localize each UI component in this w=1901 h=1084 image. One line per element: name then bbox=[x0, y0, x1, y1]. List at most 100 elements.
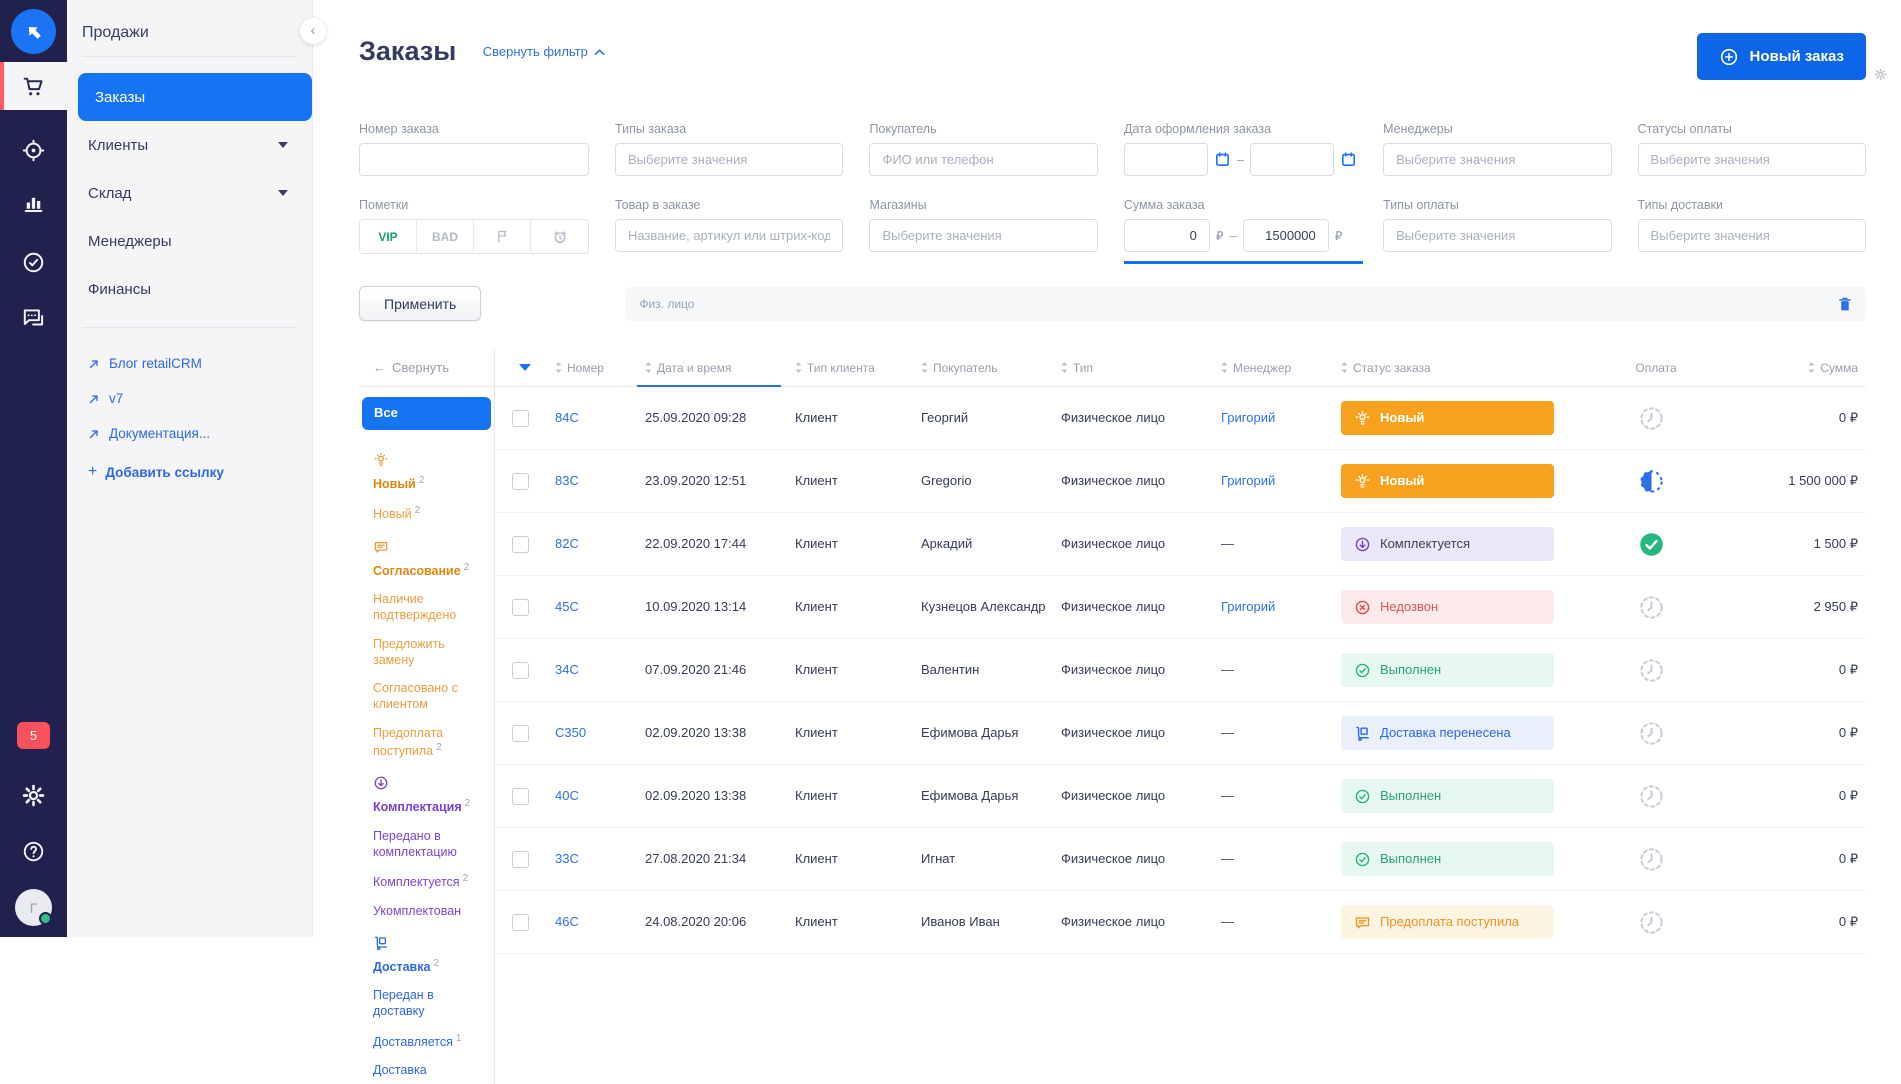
product-input[interactable] bbox=[615, 219, 844, 252]
active-filter-chip[interactable]: Физ. лицо bbox=[639, 296, 695, 311]
status-filter-item[interactable]: Комплектуется 2 bbox=[359, 866, 494, 896]
manager-name[interactable]: Григорий bbox=[1221, 472, 1276, 488]
sidebar-item-orders[interactable]: Заказы bbox=[78, 73, 312, 121]
col-header-status[interactable]: Статус заказа bbox=[1341, 349, 1593, 386]
row-checkbox[interactable] bbox=[511, 409, 529, 427]
date-from-input[interactable] bbox=[1123, 143, 1208, 176]
status-filter-item[interactable]: Новый 2 bbox=[359, 468, 494, 498]
user-avatar[interactable]: Г bbox=[15, 889, 52, 926]
payment-status-icon[interactable] bbox=[1638, 783, 1665, 810]
order-number-link[interactable]: 34C bbox=[555, 661, 579, 677]
mark-vip-button[interactable]: VIP bbox=[360, 220, 417, 253]
row-checkbox[interactable] bbox=[511, 535, 529, 553]
calendar-icon[interactable] bbox=[1214, 151, 1231, 168]
manager-name[interactable]: Григорий bbox=[1221, 409, 1276, 425]
order-types-select[interactable] bbox=[615, 143, 844, 176]
sidebar-link-v7[interactable]: v7 bbox=[67, 381, 312, 416]
status-filter-item[interactable]: Предложить замену bbox=[359, 630, 494, 675]
manager-name[interactable]: — bbox=[1221, 850, 1234, 866]
rail-item-tasks[interactable] bbox=[0, 238, 67, 286]
mark-flag-button[interactable] bbox=[474, 220, 531, 253]
circle-down-icon[interactable] bbox=[359, 765, 494, 791]
row-checkbox[interactable] bbox=[511, 472, 529, 490]
rail-item-chats[interactable] bbox=[0, 294, 67, 342]
payment-types-select[interactable] bbox=[1383, 219, 1612, 252]
sidebar-collapse-button[interactable]: ‹ bbox=[300, 18, 326, 44]
row-checkbox[interactable] bbox=[511, 850, 529, 868]
payment-status-icon[interactable] bbox=[1638, 468, 1665, 495]
row-checkbox[interactable] bbox=[511, 913, 529, 931]
payment-status-icon[interactable] bbox=[1638, 720, 1665, 747]
apply-filter-button[interactable]: Применить bbox=[359, 286, 482, 321]
col-header-type[interactable]: Тип bbox=[1061, 349, 1221, 386]
status-filter-item[interactable]: Комплектация 2 bbox=[359, 791, 494, 821]
rail-item-orders[interactable] bbox=[0, 62, 67, 110]
trash-icon[interactable] bbox=[1838, 296, 1852, 312]
new-order-button[interactable]: Новый заказ bbox=[1697, 33, 1866, 80]
sidebar-link-blog[interactable]: Блог retailCRM bbox=[67, 346, 312, 381]
order-number-link[interactable]: 82C bbox=[555, 535, 579, 551]
table-settings-gear-icon[interactable] bbox=[1874, 68, 1887, 81]
payment-statuses-select[interactable] bbox=[1637, 143, 1866, 176]
mark-alarm-button[interactable] bbox=[531, 220, 588, 253]
status-filter-item[interactable]: Передан в доставку bbox=[359, 981, 494, 1026]
status-badge[interactable]: Доставка перенесена bbox=[1341, 716, 1554, 750]
payment-status-icon[interactable] bbox=[1638, 846, 1665, 873]
collapse-filter-link[interactable]: Свернуть фильтр bbox=[483, 44, 605, 59]
payment-status-icon[interactable] bbox=[1638, 594, 1665, 621]
manager-name[interactable]: Григорий bbox=[1221, 598, 1276, 614]
status-filter-item[interactable]: Передано в комплектацию bbox=[359, 822, 494, 867]
status-badge[interactable]: Выполнен bbox=[1341, 842, 1554, 876]
sidebar-item-clients[interactable]: Клиенты bbox=[67, 121, 312, 169]
status-filter-item[interactable]: Доставляется 1 bbox=[359, 1026, 494, 1056]
row-checkbox[interactable] bbox=[511, 598, 529, 616]
status-panel-collapse[interactable]: ← Свернуть bbox=[359, 349, 495, 386]
sum-to-input[interactable] bbox=[1242, 219, 1329, 252]
order-number-link[interactable]: 40C bbox=[555, 787, 579, 803]
status-filter-item[interactable]: Доставка 2 bbox=[359, 951, 494, 981]
row-checkbox[interactable] bbox=[511, 661, 529, 679]
shops-select[interactable] bbox=[869, 219, 1098, 252]
status-badge[interactable]: Новый bbox=[1341, 464, 1554, 498]
status-badge[interactable]: Недозвон bbox=[1341, 590, 1554, 624]
rail-item-target[interactable] bbox=[0, 126, 67, 174]
order-number-link[interactable]: C350 bbox=[555, 724, 587, 740]
truck-icon[interactable] bbox=[359, 925, 494, 951]
rail-item-settings[interactable] bbox=[0, 771, 67, 819]
calendar-icon[interactable] bbox=[1340, 151, 1357, 168]
col-header-customer[interactable]: Покупатель bbox=[921, 349, 1061, 386]
select-all-dropdown[interactable] bbox=[495, 349, 555, 386]
order-number-link[interactable]: 83C bbox=[555, 472, 579, 488]
retailcrm-logo[interactable] bbox=[11, 9, 56, 54]
row-checkbox[interactable] bbox=[511, 724, 529, 742]
status-filter-item[interactable]: Согласовано с клиентом bbox=[359, 674, 494, 719]
payment-status-icon[interactable] bbox=[1638, 531, 1665, 558]
bubble-icon[interactable] bbox=[359, 529, 494, 555]
notifications-badge[interactable]: 5 bbox=[17, 722, 50, 749]
col-header-number[interactable]: Номер bbox=[555, 349, 645, 386]
col-header-datetime[interactable]: Дата и время bbox=[637, 349, 795, 387]
delivery-types-select[interactable] bbox=[1637, 219, 1866, 252]
order-number-link[interactable]: 84C bbox=[555, 409, 579, 425]
sidebar-link-docs[interactable]: Документация... bbox=[67, 416, 312, 451]
status-badge[interactable]: Комплектуется bbox=[1341, 527, 1554, 561]
rail-item-help[interactable] bbox=[0, 827, 67, 875]
order-number-input[interactable] bbox=[359, 143, 589, 176]
sum-from-input[interactable] bbox=[1123, 219, 1210, 252]
sidebar-item-warehouse[interactable]: Склад bbox=[67, 169, 312, 217]
status-badge[interactable]: Предоплата поступила bbox=[1341, 905, 1554, 939]
payment-status-icon[interactable] bbox=[1638, 657, 1665, 684]
payment-status-icon[interactable] bbox=[1638, 405, 1665, 432]
status-filter-item[interactable]: Наличие подтверждено bbox=[359, 585, 494, 630]
mark-bad-button[interactable]: BAD bbox=[417, 220, 474, 253]
status-filter-item[interactable]: Укомплектован bbox=[359, 897, 494, 925]
manager-name[interactable]: — bbox=[1221, 913, 1234, 929]
status-filter-item[interactable]: Новый 2 bbox=[359, 498, 494, 528]
col-header-sum[interactable]: Сумма bbox=[1719, 349, 1866, 386]
managers-select[interactable] bbox=[1383, 143, 1612, 176]
sidebar-item-managers[interactable]: Менеджеры bbox=[67, 217, 312, 265]
order-number-link[interactable]: 45C bbox=[555, 598, 579, 614]
status-filter-item[interactable]: Предоплата поступила 2 bbox=[359, 719, 494, 766]
manager-name[interactable]: — bbox=[1221, 661, 1234, 677]
lamp-icon[interactable] bbox=[359, 442, 494, 468]
